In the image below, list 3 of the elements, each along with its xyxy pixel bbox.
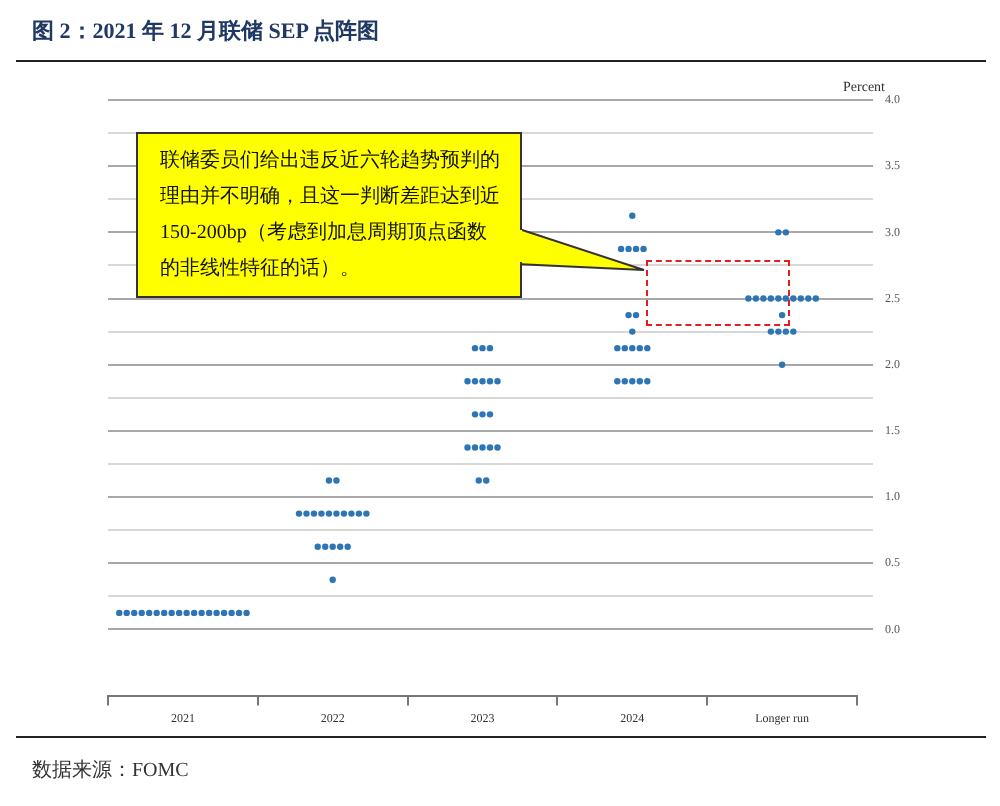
annotation: 联储委员们给出违反近六轮趋势预判的理由并不明确，且这一判断差距达到近 150-200bp（考虑到加息周期顶点函数的非线性特征的话）。	[160, 147, 502, 284]
source-note: 数据来源：FOMC	[32, 757, 189, 784]
chart-title: 图 2：2021 年 12 月联储 SEP 点阵图	[32, 17, 380, 46]
